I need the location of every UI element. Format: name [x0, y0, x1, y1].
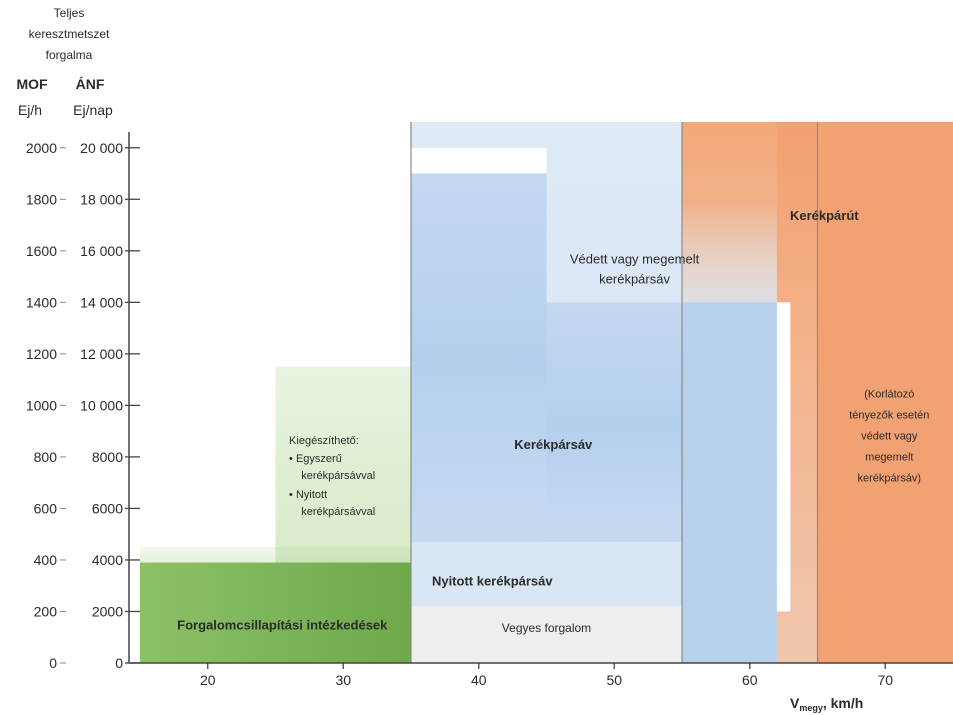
anf-unit: Ej/nap	[73, 102, 113, 118]
label-korlatozo-2: védett vagy	[861, 431, 918, 443]
y-tick-label-anf: 12 000	[80, 346, 123, 362]
x-tick-label: 30	[335, 672, 351, 688]
y-tick-label-mof: 1800	[26, 191, 57, 207]
y-tick-label-anf: 18 000	[80, 191, 123, 207]
y-tick-label-anf: 16 000	[80, 243, 123, 259]
x-tick-label: 40	[471, 672, 487, 688]
zone-white-notch-top	[411, 147, 547, 174]
label-kieg-item-0-b: kerékpársávval	[301, 470, 375, 482]
y-tick-label-mof: 1400	[26, 294, 57, 310]
label-kieg-item-1-a: • Nyitott	[289, 489, 327, 501]
zone-forgalomcsillapitas	[140, 562, 411, 663]
label-kieg-item-1-b: kerékpársávval	[301, 506, 375, 518]
label-forgalomcsillapitas: Forgalomcsillapítási intézkedések	[177, 618, 388, 633]
x-axis-label: Vmegy, km/h	[790, 695, 863, 713]
zone-white-gap	[776, 302, 791, 612]
y-tick-label-mof: 400	[34, 552, 58, 568]
label-vedett-1: Védett vagy megemelt	[570, 252, 700, 267]
label-korlatozo-0: (Korlátozó	[864, 389, 914, 401]
label-korlatozo-3: megemelt	[865, 452, 913, 464]
y-tick-label-mof: 2000	[26, 140, 57, 156]
y-header-line-1: Teljes	[54, 6, 85, 20]
y-tick-label-mof: 1600	[26, 243, 57, 259]
label-kieg-item-0-a: • Egyszerű	[289, 453, 342, 465]
label-kerekparut: Kerékpárút	[790, 208, 859, 223]
y-tick-label-mof: 600	[34, 500, 58, 516]
y-tick-label-anf: 0	[115, 655, 123, 671]
label-vegyes-forgalom: Vegyes forgalom	[502, 621, 591, 635]
label-kerekparsav: Kerékpársáv	[514, 437, 593, 452]
label-kieg-title: Kiegészíthető:	[289, 435, 359, 447]
zone-kerekparsav-right	[546, 302, 682, 548]
label-vedett-2: kerékpársáv	[599, 272, 670, 287]
x-tick-label: 50	[606, 672, 622, 688]
mof-unit: Ej/h	[18, 102, 42, 118]
x-axis-label-main: V	[790, 695, 800, 711]
zone-labels-layer: Forgalomcsillapítási intézkedések Kiegész…	[177, 208, 929, 635]
y-tick-label-anf: 14 000	[80, 294, 123, 310]
y-tick-label-anf: 20 000	[80, 140, 123, 156]
y-tick-label-anf: 8000	[92, 449, 123, 465]
anf-label: ÁNF	[76, 76, 105, 92]
y-tick-label-mof: 0	[49, 655, 57, 671]
x-axis-label-rest: , km/h	[823, 695, 863, 711]
mof-label: MOF	[16, 76, 48, 92]
zone-nyitott-kerekparsav	[411, 541, 682, 607]
y-tick-label-anf: 6000	[92, 500, 123, 516]
x-tick-label: 20	[200, 672, 216, 688]
zone-vegyes-base	[411, 606, 682, 663]
y-tick-label-mof: 1000	[26, 397, 57, 413]
zones-layer	[140, 122, 953, 663]
label-korlatozo-1: tényezők esetén	[849, 410, 929, 422]
y-tick-label-mof: 800	[34, 449, 58, 465]
zone-kerekparsav-left	[411, 173, 547, 548]
y-header-line-3: forgalma	[46, 48, 93, 62]
x-axis-label-sub: megy	[799, 703, 823, 713]
x-tick-label: 70	[877, 672, 893, 688]
y-axis-header: Teljes keresztmetszet forgalma MOF ÁNF E…	[16, 6, 113, 118]
zone-right-blue-deep	[682, 302, 777, 663]
y-tick-label-mof: 1200	[26, 346, 57, 362]
y-header-line-2: keresztmetszet	[29, 27, 110, 41]
y-tick-label-mof: 200	[34, 603, 58, 619]
label-korlatozo-4: kerékpársáv)	[858, 473, 922, 485]
x-tick-label: 60	[742, 672, 758, 688]
zone-kerekparut-main	[817, 122, 953, 663]
y-tick-label-anf: 2000	[92, 603, 123, 619]
y-tick-label-anf: 10 000	[80, 397, 123, 413]
label-nyitott-kerekparsav: Nyitott kerékpársáv	[432, 574, 553, 589]
y-tick-label-anf: 4000	[92, 552, 123, 568]
